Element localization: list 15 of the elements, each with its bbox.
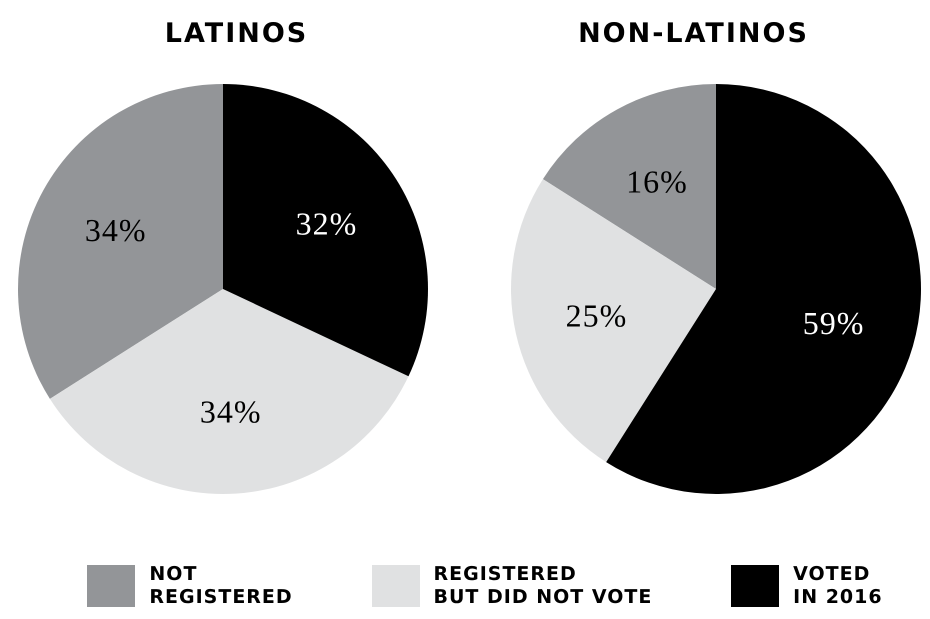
data-label: 32% <box>296 205 358 242</box>
data-label: 25% <box>566 298 628 334</box>
pie-slice <box>50 289 408 494</box>
pie-slice <box>18 84 223 399</box>
data-label: 16% <box>626 164 688 200</box>
data-label: 34% <box>200 393 262 430</box>
data-label: 59% <box>802 305 864 342</box>
legend-label: NOT REGISTERED <box>149 563 293 609</box>
pie-slice <box>542 84 716 289</box>
legend-label: REGISTERED BUT DID NOT VOTE <box>434 563 652 609</box>
chart-title: NON-LATINOS <box>577 18 810 51</box>
legend-label: VOTED IN 2016 <box>793 563 883 609</box>
chart-title: LATINOS <box>164 18 310 51</box>
pie-slice <box>223 84 428 376</box>
data-label: 34% <box>84 212 146 248</box>
